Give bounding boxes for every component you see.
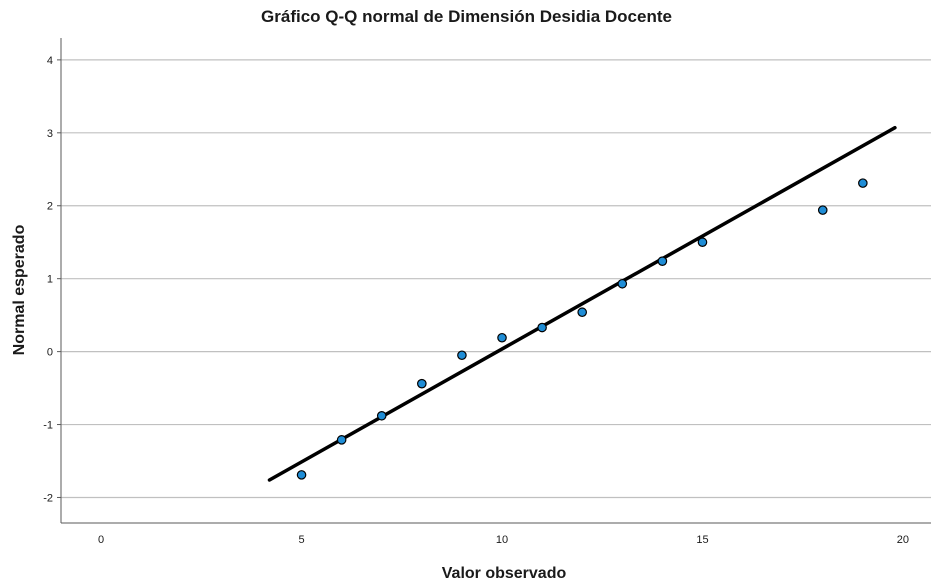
x-tick-label: 20 (897, 534, 909, 546)
data-point (617, 278, 628, 289)
x-tick-label: 10 (496, 534, 508, 546)
data-point (697, 237, 708, 248)
x-axis-label: Valor observado (442, 565, 567, 582)
x-tick-label: 0 (98, 534, 104, 546)
grid-layer (61, 59, 931, 499)
axes-layer: -2 -1 0 1 2 3 4 0 5 10 15 20 (43, 38, 931, 546)
data-point (817, 205, 828, 215)
y-tick-label: 0 (47, 347, 53, 359)
y-tick-label: 4 (47, 55, 53, 67)
reference-line-layer (267, 125, 897, 482)
data-point (417, 378, 427, 389)
y-tick-label: 3 (47, 128, 53, 140)
y-tick-label: 1 (47, 274, 53, 286)
data-point (497, 332, 507, 343)
data-point (336, 435, 347, 445)
data-point (657, 256, 668, 266)
data-point (376, 410, 387, 421)
x-tick-label: 15 (696, 534, 708, 546)
y-tick-label: -1 (43, 420, 53, 432)
data-point (457, 350, 467, 361)
chart-title: Gráfico Q-Q normal de Dimensión Desidia … (261, 7, 672, 26)
data-point (537, 322, 547, 333)
points-layer (296, 178, 868, 480)
y-tick-label: 2 (47, 201, 53, 213)
y-axis-label: Normal esperado (11, 224, 28, 355)
y-tick-label: -2 (43, 492, 53, 504)
data-point (858, 178, 868, 188)
reference-line (267, 125, 897, 482)
data-point (296, 470, 307, 480)
x-tick-label: 5 (298, 534, 304, 546)
data-point (577, 307, 587, 318)
